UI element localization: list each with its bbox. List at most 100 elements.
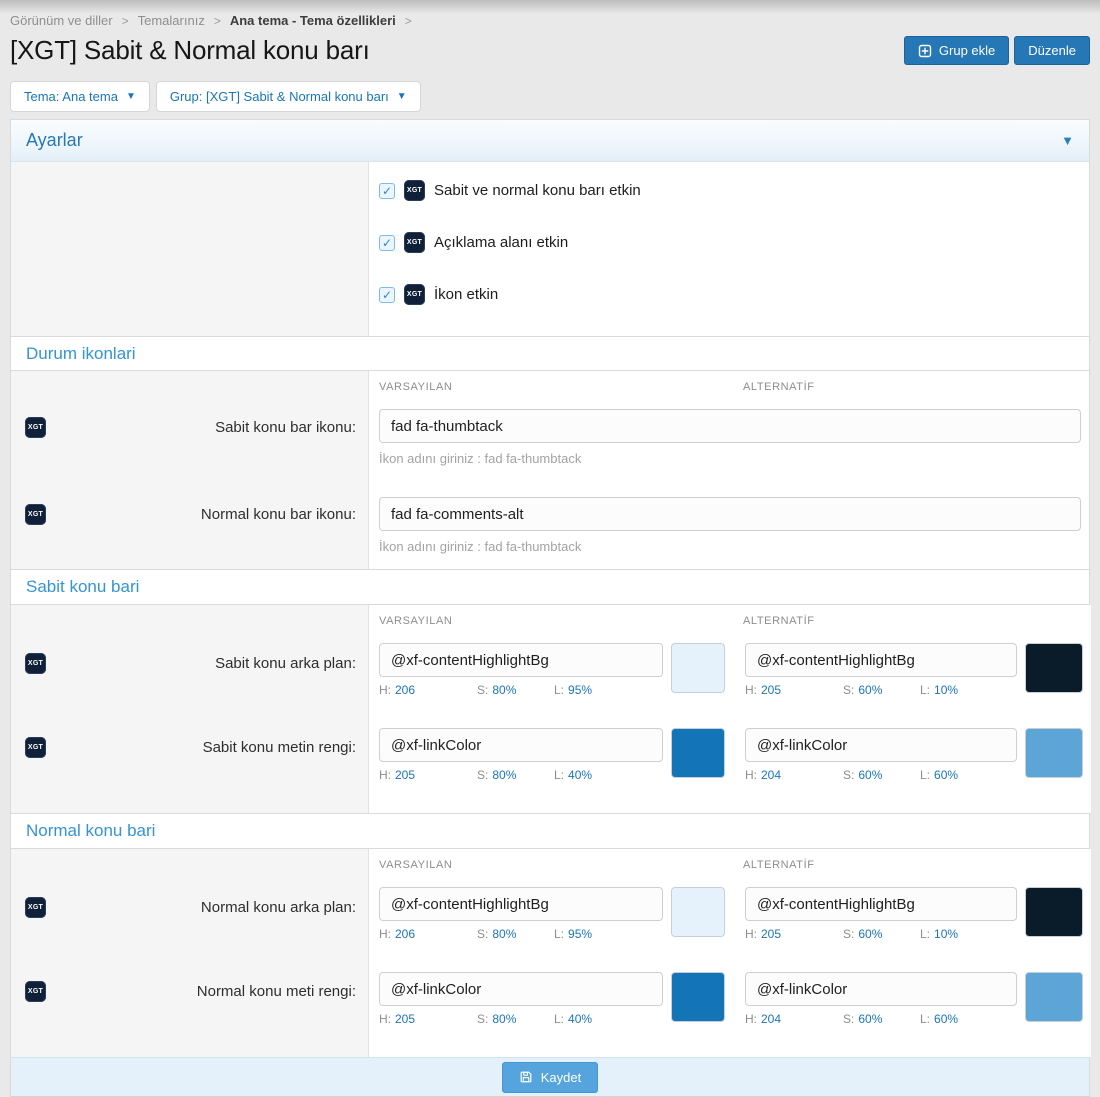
hsl-readout: H: 206 S: 80% L: 95% [379, 927, 593, 941]
group-selector-label: Grup: [XGT] Sabit & Normal konu barı [169, 89, 389, 104]
chevron-down-icon: ▼ [396, 90, 407, 102]
theme-selector-label: Tema: Ana tema [24, 89, 118, 104]
pinned-bg-alt-input[interactable] [745, 643, 1017, 677]
hsl-readout: H: 205 S: 80% L: 40% [379, 1012, 593, 1026]
settings-section-title: Ayarlar [26, 130, 83, 150]
field-label-pinned-text-color: Sabit konu metin rengi: [202, 739, 356, 756]
hsl-readout: H: 205 S: 80% L: 40% [379, 768, 593, 782]
normal-text-alt-input[interactable] [745, 972, 1017, 1006]
field-label-pinned-bg: Sabit konu arka plan: [215, 655, 356, 672]
normal-icon-hint: İkon adını giriniz : fad fa-thumbtack [379, 539, 582, 554]
checkbox-label: İkon etkin [434, 286, 499, 303]
breadcrumb-separator: > [404, 13, 412, 28]
normal-bg-row: H:206 S:80% L:95% H:205 S:60% [379, 887, 1083, 941]
column-header-default: VARSAYILAN [379, 381, 453, 393]
column-header-alternative: ALTERNATİF [743, 859, 815, 871]
xgt-addon-icon: XGT [25, 653, 46, 674]
pinned-icon-input[interactable] [379, 409, 1081, 443]
page-title: [XGT] Sabit & Normal konu barı [10, 35, 370, 65]
pinned-bar-section-title: Sabit konu bari [11, 569, 1089, 605]
section-title-text: Durum ikonlari [26, 343, 136, 363]
color-swatch[interactable] [1025, 972, 1083, 1022]
checkbox-row-description-enabled[interactable]: ✓ XGT Açıklama alanı etkin [379, 232, 1081, 253]
pinned-text-color-row: H:205 S:80% L:40% H:204 S:60% [379, 728, 1083, 782]
normal-icon-input[interactable] [379, 497, 1081, 531]
checkbox-label: Sabit ve normal konu barı etkin [434, 182, 641, 199]
edit-label: Düzenle [1028, 43, 1076, 58]
color-swatch[interactable] [1025, 728, 1083, 778]
hsl-readout: H: 204 S: 60% L: 60% [745, 768, 959, 782]
column-header-default: VARSAYILAN [379, 859, 453, 871]
pinned-text-default-input[interactable] [379, 728, 663, 762]
color-swatch[interactable] [671, 643, 725, 693]
settings-panel: Ayarlar ▼ ✓ XGT Sabit ve normal konu bar… [10, 119, 1091, 1057]
section-title-text: Normal konu bari [26, 821, 156, 840]
column-header-alternative: ALTERNATİF [743, 615, 815, 627]
toggles-section: ✓ XGT Sabit ve normal konu barı etkin ✓ … [11, 162, 1089, 336]
section-title-text: Sabit konu bari [26, 577, 140, 596]
add-group-label: Grup ekle [938, 43, 996, 58]
add-group-button[interactable]: Grup ekle [903, 36, 1010, 65]
pinned-bg-default-input[interactable] [379, 643, 663, 677]
breadcrumb-styles[interactable]: Temalarınız [137, 13, 205, 28]
group-selector[interactable]: Grup: [XGT] Sabit & Normal konu barı ▼ [155, 81, 421, 112]
hsl-readout: H: 206 S: 80% L: 95% [379, 683, 593, 697]
color-swatch[interactable] [1025, 643, 1083, 693]
theme-selector[interactable]: Tema: Ana tema ▼ [10, 81, 150, 112]
breadcrumb: Görünüm ve diller > Temalarınız > Ana te… [10, 0, 1090, 28]
xgt-addon-icon: XGT [25, 981, 46, 1002]
color-swatch[interactable] [671, 972, 725, 1022]
normal-text-default-input[interactable] [379, 972, 663, 1006]
label-column: XGT Sabit konu arka plan: XGT Sabit konu… [11, 605, 369, 813]
save-button[interactable]: Kaydet [501, 1061, 599, 1093]
pinned-icon-hint: İkon adını giriniz : fad fa-thumbtack [379, 451, 582, 466]
field-label-pinned-icon: Sabit konu bar ikonu: [215, 419, 356, 436]
field-label-normal-text-color: Normal konu meti rengi: [196, 983, 356, 1000]
save-floppy-icon [519, 1070, 533, 1084]
xgt-addon-icon: XGT [404, 180, 425, 201]
checkbox-row-bar-enabled[interactable]: ✓ XGT Sabit ve normal konu barı etkin [379, 180, 1081, 201]
save-bar: Kaydet [10, 1057, 1090, 1097]
label-column: XGT Sabit konu bar ikonu: XGT Normal kon… [11, 371, 369, 569]
xgt-addon-icon: XGT [404, 284, 425, 305]
checkbox-checked-icon[interactable]: ✓ [379, 286, 395, 303]
color-swatch[interactable] [671, 728, 725, 778]
checkbox-checked-icon[interactable]: ✓ [379, 234, 395, 251]
status-icons-section-title: Durum ikonlari [11, 336, 1089, 371]
xgt-addon-icon: XGT [25, 504, 46, 525]
xgt-addon-icon: XGT [25, 417, 46, 438]
normal-bg-default-input[interactable] [379, 887, 663, 921]
hsl-readout: H: 205 S: 60% L: 10% [745, 927, 959, 941]
normal-bar-section-title: Normal konu bari [11, 813, 1089, 849]
hsl-readout: H: 205 S: 60% L: 10% [745, 683, 959, 697]
normal-text-color-row: H:205 S:80% L:40% H:204 S:60% [379, 972, 1083, 1026]
field-label-normal-bg: Normal konu arka plan: [200, 899, 356, 916]
xgt-addon-icon: XGT [404, 232, 425, 253]
breadcrumb-separator: > [121, 13, 129, 28]
checkbox-row-icon-enabled[interactable]: ✓ XGT İkon etkin [379, 284, 1081, 305]
save-label: Kaydet [540, 1069, 582, 1085]
normal-bg-alt-input[interactable] [745, 887, 1017, 921]
pinned-text-alt-input[interactable] [745, 728, 1017, 762]
normal-bar-section: XGT Normal konu arka plan: XGT Normal ko… [11, 849, 1091, 1057]
edit-button[interactable]: Düzenle [1014, 36, 1090, 65]
color-swatch[interactable] [671, 887, 725, 937]
page-header: Görünüm ve diller > Temalarınız > Ana te… [0, 0, 1100, 112]
checkbox-checked-icon[interactable]: ✓ [379, 182, 395, 199]
breadcrumb-style-properties[interactable]: Ana tema - Tema özellikleri [229, 13, 396, 28]
pinned-bar-section: XGT Sabit konu arka plan: XGT Sabit konu… [11, 605, 1091, 813]
column-header-alternative: ALTERNATİF [743, 381, 815, 393]
column-header-default: VARSAYILAN [379, 615, 453, 627]
color-swatch[interactable] [1025, 887, 1083, 937]
chevron-down-icon: ▼ [125, 90, 136, 102]
settings-section-header[interactable]: Ayarlar ▼ [11, 120, 1089, 162]
collapse-caret-icon[interactable]: ▼ [1061, 133, 1074, 148]
xgt-addon-icon: XGT [25, 737, 46, 758]
plus-square-icon [918, 44, 932, 58]
breadcrumb-appearance[interactable]: Görünüm ve diller [10, 13, 113, 28]
breadcrumb-separator: > [213, 13, 221, 28]
field-label-normal-icon: Normal konu bar ikonu: [200, 506, 356, 523]
status-icons-section: XGT Sabit konu bar ikonu: XGT Normal kon… [11, 371, 1089, 569]
pinned-bg-row: H:206 S:80% L:95% H:205 S:60% [379, 643, 1083, 697]
xgt-addon-icon: XGT [25, 897, 46, 918]
